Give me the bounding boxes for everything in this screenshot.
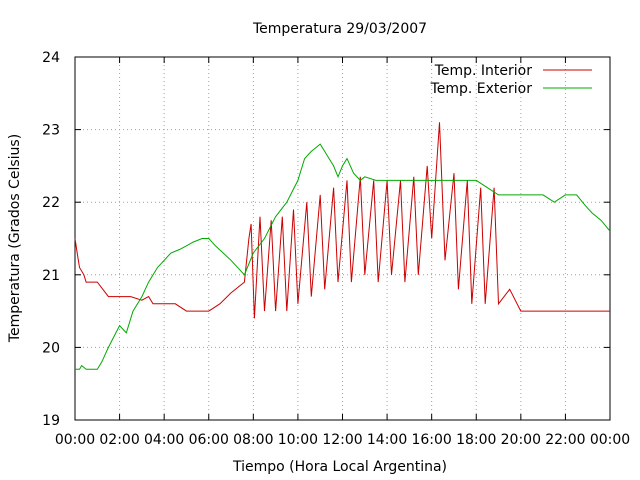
y-tick-label: 22	[42, 195, 60, 211]
y-tick-label: 21	[42, 268, 60, 284]
x-tick-label: 12:00	[322, 432, 362, 448]
x-tick-label: 02:00	[99, 432, 139, 448]
x-tick-label: 22:00	[545, 432, 585, 448]
x-tick-label: 00:00	[590, 432, 630, 448]
y-axis-label: Temperatura (Grados Celsius)	[7, 134, 23, 343]
x-tick-label: 10:00	[278, 432, 318, 448]
x-tick-label: 04:00	[144, 432, 184, 448]
axis-ticks: 00:00 02:00 04:00 06:00 08:00 10:00 12:00 14:00…	[42, 50, 630, 448]
chart-title: Temperatura 29/03/2007	[252, 21, 427, 37]
series-line-interior	[74, 122, 610, 319]
x-tick-label: 14:00	[367, 432, 407, 448]
x-tick-label: 16:00	[411, 432, 451, 448]
y-tick-label: 23	[42, 123, 60, 139]
x-tick-label: 08:00	[233, 432, 273, 448]
legend-label-interior: Temp. Interior	[434, 63, 533, 79]
grid-lines	[75, 57, 610, 420]
y-tick-label: 19	[42, 413, 60, 429]
x-tick-label: 18:00	[456, 432, 496, 448]
x-tick-label: 06:00	[189, 432, 229, 448]
x-axis-label: Tiempo (Hora Local Argentina)	[232, 459, 447, 475]
legend: Temp. Interior Temp. Exterior	[430, 63, 592, 97]
data-series	[74, 122, 611, 370]
legend-label-exterior: Temp. Exterior	[430, 81, 533, 97]
y-tick-label: 24	[42, 50, 60, 66]
y-tick-label: 20	[42, 340, 60, 356]
series-line-exterior	[75, 143, 611, 370]
x-tick-label: 00:00	[55, 432, 95, 448]
x-tick-label: 20:00	[501, 432, 541, 448]
